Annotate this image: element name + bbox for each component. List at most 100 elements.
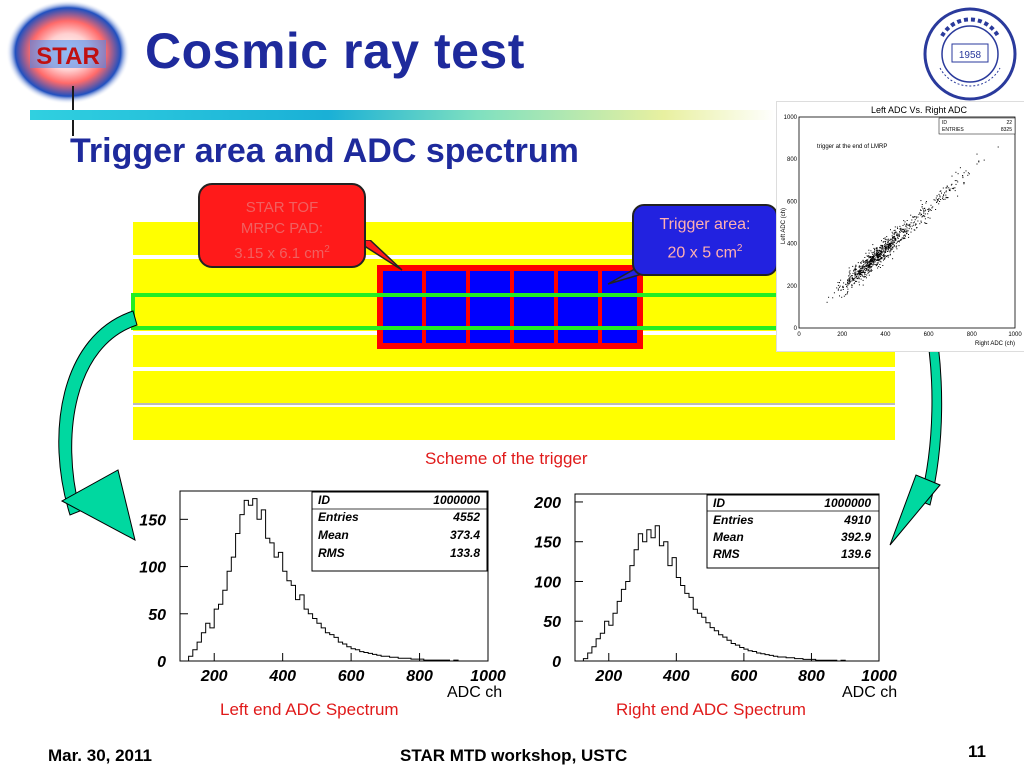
- scatter-point: [893, 236, 895, 238]
- scatter-point: [910, 214, 912, 216]
- left-stat-label: RMS: [318, 546, 345, 560]
- scatter-point: [849, 279, 850, 281]
- tof-pad-callout: STAR TOF MRPC PAD: 3.15 x 6.1 cm2: [198, 183, 366, 268]
- histogram-bin: [321, 628, 325, 661]
- histogram-bin: [651, 538, 655, 661]
- scatter-point: [899, 231, 901, 232]
- scatter-point: [894, 232, 896, 234]
- scatter-point: [875, 254, 877, 256]
- x-tick-label: 400: [662, 668, 690, 685]
- scatter-point: [854, 274, 856, 276]
- scatter-point: [901, 230, 903, 232]
- scatter-point: [868, 265, 870, 266]
- scatter-point: [902, 237, 904, 239]
- scatter-point: [869, 256, 871, 258]
- scatter-point: [839, 285, 841, 287]
- scatter-point: [963, 172, 965, 174]
- scatter-point: [889, 247, 890, 249]
- scatter-point: [854, 278, 856, 280]
- scatter-point: [906, 233, 908, 235]
- scatter-point: [905, 224, 907, 226]
- scatter-x-tick-label: 800: [967, 332, 978, 338]
- scatter-point: [858, 278, 860, 280]
- histogram-bin: [588, 653, 592, 661]
- trigger-callout-line1: Trigger area:: [659, 216, 751, 233]
- scatter-point: [880, 250, 882, 252]
- scatter-point: [875, 255, 877, 257]
- scatter-point: [950, 184, 952, 186]
- scatter-point: [919, 212, 921, 214]
- scatter-point: [841, 296, 843, 298]
- scatter-point: [865, 260, 867, 261]
- scatter-point: [963, 182, 965, 184]
- scatter-point: [963, 183, 965, 185]
- scatter-point: [902, 231, 904, 233]
- scatter-point: [892, 242, 894, 244]
- scatter-point: [867, 263, 869, 265]
- scatter-point: [867, 272, 869, 274]
- scatter-point: [857, 276, 859, 278]
- scatter-point: [837, 288, 839, 290]
- scatter-point: [956, 180, 958, 182]
- scatter-point: [876, 263, 878, 265]
- slide-subtitle: Trigger area and ADC spectrum: [70, 132, 579, 170]
- scatter-point: [872, 260, 873, 262]
- scatter-point: [909, 225, 911, 227]
- histogram-bin: [206, 623, 210, 661]
- scatter-point: [863, 266, 865, 268]
- scatter-point: [944, 192, 945, 194]
- footer-date: Mar. 30, 2011: [48, 746, 152, 765]
- histogram-bin: [338, 642, 342, 661]
- scatter-y-tick-label: 800: [787, 157, 798, 163]
- histogram-bin: [765, 655, 769, 661]
- histogram-bin: [824, 660, 828, 661]
- scatter-point: [884, 237, 886, 239]
- scatter-point: [878, 250, 880, 252]
- x-tick-label: 200: [594, 668, 622, 685]
- scatter-point: [910, 231, 912, 233]
- scatter-point: [875, 259, 877, 261]
- scatter-point: [862, 268, 864, 270]
- scatter-point: [863, 276, 865, 278]
- scatter-point: [849, 270, 851, 272]
- scatter-point: [905, 226, 907, 227]
- scatter-point: [854, 279, 856, 281]
- y-tick-label: 100: [139, 560, 166, 577]
- scatter-point: [930, 204, 932, 206]
- scatter-point: [890, 245, 891, 247]
- scatter-point: [923, 211, 925, 213]
- scatter-point: [893, 244, 895, 246]
- scatter-point: [978, 161, 980, 163]
- scatter-point: [896, 234, 898, 236]
- scatter-xlabel: Right ADC (ch): [975, 341, 1015, 347]
- right-stat-value: 4910: [843, 513, 871, 527]
- scatter-point: [951, 187, 953, 189]
- x-tick-label: 400: [268, 668, 296, 685]
- scatter-point: [879, 246, 881, 248]
- scatter-point: [854, 272, 856, 274]
- scatter-point: [873, 258, 875, 260]
- scatter-point: [906, 230, 908, 232]
- scatter-point: [872, 257, 874, 259]
- scatter-point: [880, 253, 882, 255]
- scatter-point: [976, 153, 978, 155]
- scatter-point: [867, 260, 869, 262]
- right-histogram: 200 400 600 800 1000 0 50 100 150 200 ID 1000000 …: [533, 493, 897, 685]
- scatter-point: [868, 263, 870, 265]
- scatter-point: [872, 261, 874, 263]
- scatter-point: [897, 234, 899, 236]
- scatter-point: [894, 237, 896, 239]
- scatter-point: [862, 271, 863, 273]
- scatter-point: [847, 280, 849, 282]
- scatter-point: [849, 282, 851, 284]
- right-spectrum-caption: Right end ADC Spectrum: [616, 700, 806, 719]
- right-stat-label: RMS: [713, 547, 740, 561]
- histogram-bin: [697, 613, 701, 661]
- scatter-point: [919, 223, 921, 225]
- scatter-point: [909, 226, 911, 228]
- scatter-point: [875, 249, 877, 251]
- scatter-point: [903, 230, 905, 232]
- histogram-bin: [377, 655, 381, 661]
- scatter-point: [826, 301, 828, 303]
- scatter-point: [888, 238, 890, 240]
